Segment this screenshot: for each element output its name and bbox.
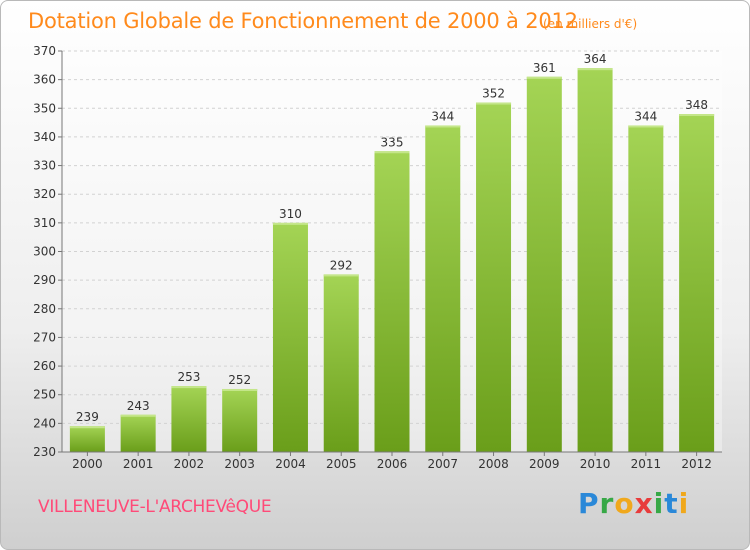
data-label: 352 — [482, 87, 505, 101]
data-label: 361 — [533, 61, 556, 75]
y-tick-label: 350 — [33, 101, 56, 115]
bar — [323, 274, 359, 452]
bar-highlight — [526, 76, 562, 79]
bar — [476, 102, 512, 453]
bar-highlight — [628, 125, 664, 128]
brand-letter: P — [578, 487, 600, 520]
y-tick-label: 250 — [33, 388, 56, 402]
bar-highlight — [679, 114, 715, 117]
data-label: 253 — [177, 370, 200, 384]
chart-title: Dotation Globale de Fonctionnement de 20… — [28, 9, 578, 33]
bar-highlight — [120, 414, 156, 417]
data-label: 239 — [76, 410, 99, 424]
data-label: 364 — [584, 52, 607, 66]
x-tick-label: 2012 — [681, 457, 712, 471]
data-label: 344 — [431, 109, 454, 123]
chart-unit: (en milliers d'€) — [543, 17, 638, 31]
bar — [171, 386, 207, 452]
data-label: 243 — [127, 399, 150, 413]
y-tick-label: 270 — [33, 330, 56, 344]
x-tick-label: 2005 — [326, 457, 357, 471]
x-tick-label: 2010 — [580, 457, 611, 471]
x-tick-label: 2011 — [631, 457, 662, 471]
y-tick-label: 300 — [33, 245, 56, 259]
y-tick-label: 240 — [33, 416, 56, 430]
commune-name: VILLENEUVE-L'ARCHEVêQUE — [38, 497, 272, 517]
x-tick-label: 2006 — [377, 457, 408, 471]
bar-highlight — [323, 274, 359, 277]
y-tick-label: 230 — [33, 445, 56, 459]
brand-letter: t — [664, 487, 679, 520]
bar — [679, 114, 715, 452]
bars: 239 243 253 252 310 292 335 344 352 361 364 344 348 — [69, 52, 715, 453]
brand-letter: x — [634, 487, 654, 520]
x-tick-label: 2002 — [174, 457, 205, 471]
bar-highlight — [171, 386, 207, 389]
bar — [222, 388, 258, 452]
y-tick-label: 360 — [33, 73, 56, 87]
y-tick-label: 340 — [33, 130, 56, 144]
brand-letter: i — [678, 487, 690, 520]
bar-highlight — [476, 102, 512, 105]
data-label: 344 — [634, 109, 657, 123]
x-tick-label: 2004 — [275, 457, 306, 471]
x-tick-label: 2008 — [478, 457, 509, 471]
y-tick-label: 310 — [33, 216, 56, 230]
proxiti-logo[interactable]: Proxiti — [578, 487, 689, 520]
bar — [69, 426, 105, 452]
bar — [425, 125, 461, 452]
bar-highlight — [374, 151, 410, 154]
axes: 230 240 250 260 270 280 290 300 310 320 330 340 350 3… — [33, 44, 722, 471]
y-tick-label: 280 — [33, 302, 56, 316]
y-tick-label: 370 — [33, 44, 56, 58]
bar — [526, 76, 562, 453]
data-label: 252 — [228, 373, 251, 387]
y-tick-label: 260 — [33, 359, 56, 373]
bar — [628, 125, 664, 452]
data-label: 348 — [685, 98, 708, 112]
x-tick-label: 2003 — [224, 457, 255, 471]
data-label: 292 — [330, 258, 353, 272]
y-tick-label: 320 — [33, 187, 56, 201]
bar-highlight — [577, 68, 613, 71]
x-tick-label: 2009 — [529, 457, 560, 471]
bar — [577, 68, 613, 452]
bar-highlight — [222, 388, 258, 391]
data-label: 335 — [381, 135, 404, 149]
brand-letter: i — [653, 487, 665, 520]
brand-letter: o — [614, 487, 635, 520]
x-tick-label: 2007 — [427, 457, 458, 471]
bar-highlight — [69, 426, 105, 429]
x-tick-label: 2000 — [72, 457, 103, 471]
bar-highlight — [425, 125, 461, 128]
bar — [374, 151, 410, 452]
y-tick-label: 290 — [33, 273, 56, 287]
bar-highlight — [272, 222, 308, 225]
x-tick-label: 2001 — [123, 457, 154, 471]
brand-letter: r — [599, 487, 615, 520]
data-label: 310 — [279, 207, 302, 221]
bar — [120, 414, 156, 452]
bar — [272, 222, 308, 452]
y-tick-label: 330 — [33, 159, 56, 173]
